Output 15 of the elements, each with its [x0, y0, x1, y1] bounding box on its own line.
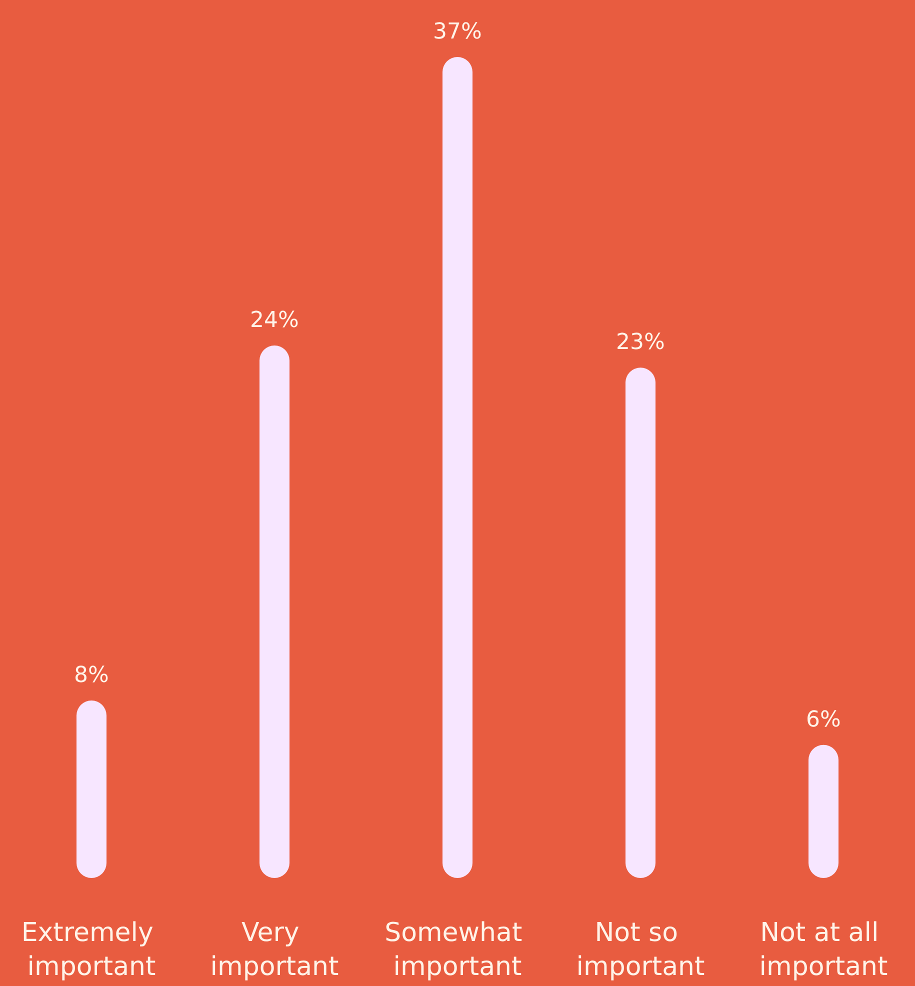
bar	[260, 345, 290, 878]
data-label: 6%	[806, 707, 841, 732]
bar	[626, 368, 656, 878]
data-label: 37%	[433, 20, 482, 44]
x-tick-label: Very important	[210, 918, 339, 982]
data-label: 8%	[74, 662, 109, 688]
data-label: 23%	[616, 330, 665, 356]
x-tick-label: Somewhat important	[384, 918, 530, 982]
bar	[76, 700, 106, 878]
bar	[808, 744, 838, 878]
x-tick-label: Not so important	[576, 918, 705, 982]
data-label: 24%	[250, 308, 299, 333]
bar	[442, 57, 472, 878]
x-tick-label: Extremely important	[21, 918, 162, 982]
x-tick-label: Not at all important	[759, 918, 888, 982]
